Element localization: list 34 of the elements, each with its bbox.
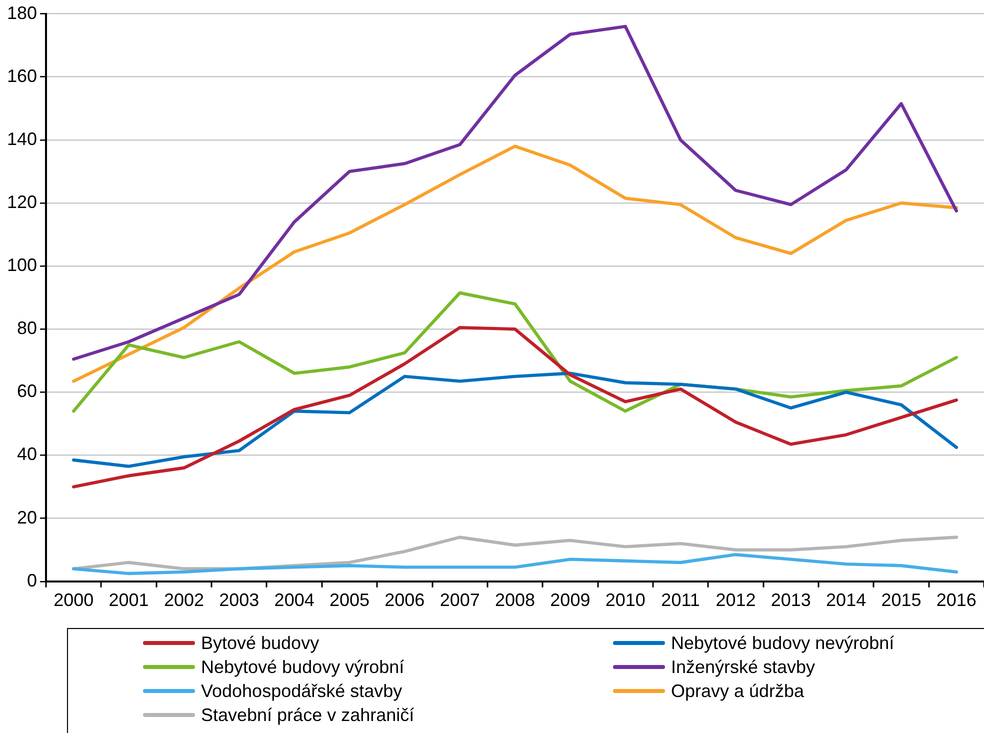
y-tick-label: 80 [17,318,38,338]
x-tick-label: 2006 [384,590,425,610]
x-tick-label: 2002 [164,590,204,610]
x-tick-label: 2001 [108,590,149,610]
x-tick-label: 2000 [54,590,94,610]
legend-label: Vodohospodářské stavby [201,680,402,702]
x-tick-label: 2012 [716,590,756,610]
x-tick-label: 2014 [826,590,866,610]
x-tick-label: 2015 [881,590,922,610]
x-tick-label: 2016 [936,590,976,610]
x-tick-label: 2004 [274,590,314,610]
y-tick-label: 60 [17,381,38,402]
y-tick-label: 100 [6,255,38,276]
legend-label: Nebytové budovy nevýrobní [671,632,894,654]
y-tick-label: 0 [27,570,38,590]
x-tick-label: 2005 [329,590,370,610]
x-tick-label: 2007 [440,590,480,610]
x-tick-label: 2008 [494,590,536,610]
y-tick-label: 180 [6,2,38,23]
y-tick-label: 160 [6,66,38,86]
x-tick-label: 2013 [770,590,811,610]
x-tick-label: 2003 [219,590,260,610]
legend-label: Stavební práce v zahraničí [201,704,414,726]
x-tick-label: 2009 [550,590,590,610]
x-tick-label: 2011 [661,590,700,610]
y-tick-label: 140 [6,128,38,149]
y-tick-label: 120 [6,192,38,212]
y-tick-label: 20 [17,507,38,528]
legend-label: Inženýrské stavby [671,656,816,678]
legend-label: Nebytové budovy výrobní [201,656,404,678]
legend-label: Bytové budovy [201,632,320,654]
y-tick-label: 40 [17,444,38,464]
legend-label: Opravy a údržba [671,680,804,702]
x-tick-label: 2010 [605,590,646,610]
